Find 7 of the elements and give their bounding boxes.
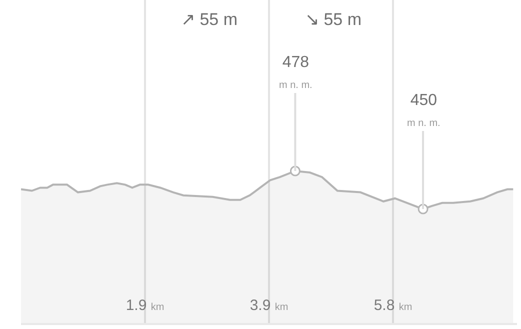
text: ↘ 55 m bbox=[305, 10, 362, 29]
annotation: 450 m n. m. bbox=[407, 92, 440, 129]
text: ↗ 55 m bbox=[181, 10, 238, 29]
annotation: 478 m n. m. bbox=[279, 54, 312, 91]
x-tick-label: 3.9 km bbox=[250, 297, 288, 314]
x-tick-label: 1.9 km bbox=[126, 297, 164, 314]
x-tick-label: 5.8 km bbox=[374, 297, 412, 314]
